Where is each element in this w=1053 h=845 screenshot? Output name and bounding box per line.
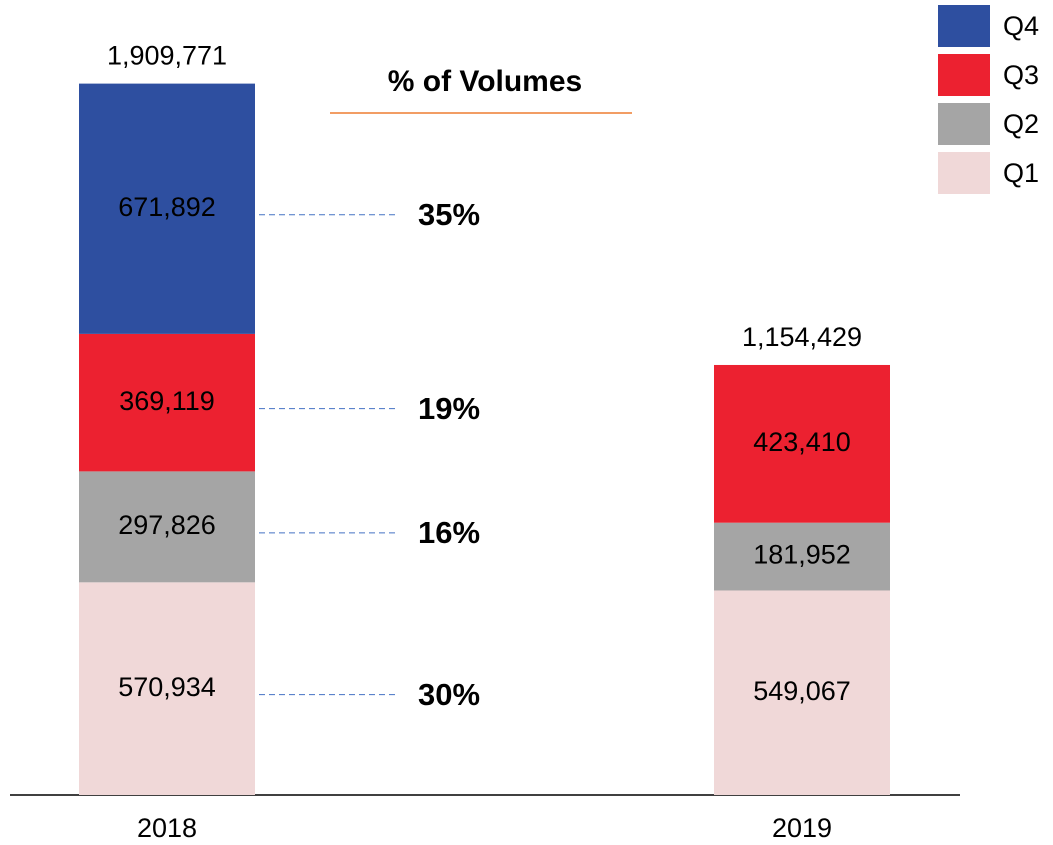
x-tick-label: 2018: [137, 813, 197, 843]
bar-segment: [714, 590, 890, 795]
legend-label: Q4: [1003, 11, 1039, 41]
legend-label: Q2: [1003, 109, 1039, 139]
value-label: 671,892: [118, 192, 216, 222]
bar-segment: [79, 471, 255, 583]
bar-segment: [79, 83, 255, 334]
value-label: 549,067: [753, 676, 851, 706]
legend-label: Q3: [1003, 60, 1039, 90]
share-label: 16%: [418, 515, 480, 550]
share-label: 35%: [418, 197, 480, 232]
value-label: 297,826: [118, 510, 216, 540]
legend-label: Q1: [1003, 158, 1039, 188]
legend-swatch: [938, 103, 990, 145]
legend-swatch: [938, 5, 990, 47]
share-label: 30%: [418, 677, 480, 712]
total-label: 1,154,429: [742, 322, 862, 352]
legend-swatch: [938, 152, 990, 194]
share-label: 19%: [418, 391, 480, 426]
bar-segment: [714, 364, 890, 523]
value-label: 369,119: [119, 386, 215, 416]
bar-segment: [714, 522, 890, 591]
x-tick-label: 2019: [772, 813, 832, 843]
legend-swatch: [938, 54, 990, 96]
value-label: 570,934: [118, 672, 216, 702]
bar-segment: [79, 582, 255, 795]
chart-title: % of Volumes: [388, 65, 582, 98]
total-label: 1,909,771: [107, 41, 227, 71]
value-label: 423,410: [753, 427, 851, 457]
bar-segment: [79, 333, 255, 472]
value-label: 181,952: [753, 540, 851, 570]
